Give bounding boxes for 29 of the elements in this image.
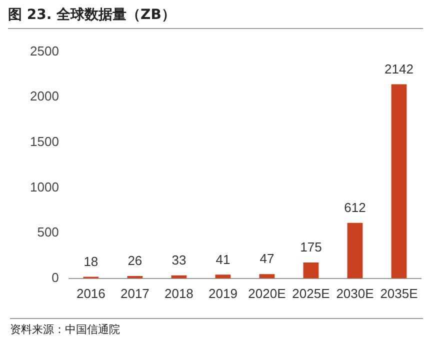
bar <box>347 222 363 278</box>
y-tick-label: 2500 <box>30 43 59 58</box>
data-label: 18 <box>84 254 98 269</box>
y-tick-label: 1500 <box>30 134 59 150</box>
x-tick-label: 2020E <box>248 286 286 301</box>
text: 资料来源：中国信通院 <box>10 318 423 337</box>
x-tick-label: 2019 <box>208 286 238 301</box>
y-tick-label: 1000 <box>30 179 59 194</box>
y-tick-label: 2000 <box>30 88 59 104</box>
bar <box>259 274 275 278</box>
bar <box>215 274 231 278</box>
bar <box>391 84 407 278</box>
x-tick-label: 2017 <box>120 286 150 301</box>
data-label: 612 <box>344 200 366 216</box>
data-label: 33 <box>172 252 186 268</box>
x-tick-label: 2035E <box>380 286 418 301</box>
x-tick-label: 2025E <box>292 286 330 301</box>
data-label: 175 <box>300 240 322 255</box>
x-tick-label: 2018 <box>164 286 194 301</box>
y-tick-label: 0 <box>52 270 59 285</box>
chart-title: 图 23. 全球数据量（ZB） <box>8 6 423 29</box>
bar <box>303 262 319 278</box>
y-tick-label: 500 <box>37 224 59 240</box>
x-tick-label: 2016 <box>76 286 106 301</box>
data-label: 2142 <box>384 61 414 76</box>
x-tick-label: 2030E <box>336 286 374 301</box>
data-label: 41 <box>216 252 230 267</box>
data-label: 47 <box>260 251 274 266</box>
data-label: 26 <box>128 253 142 268</box>
